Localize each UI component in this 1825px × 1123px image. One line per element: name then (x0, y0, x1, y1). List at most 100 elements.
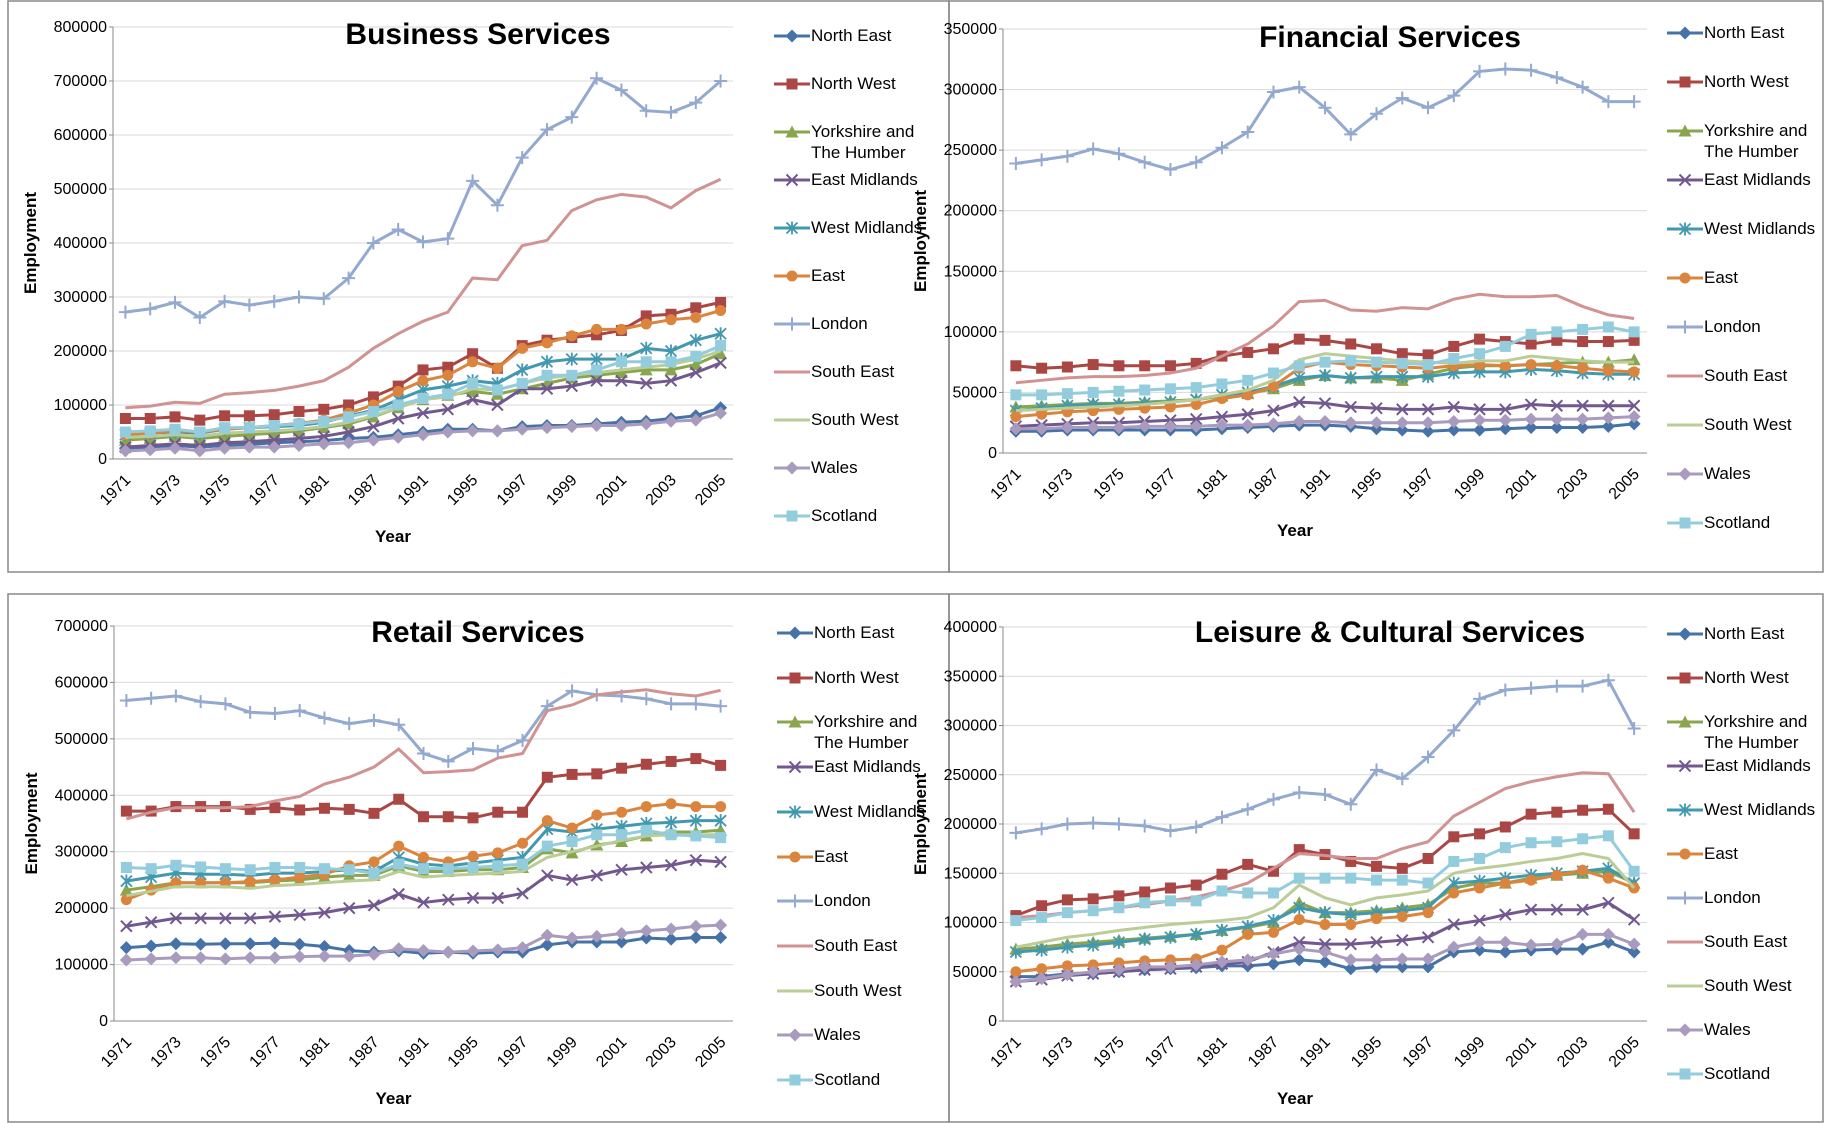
legend-marker (785, 317, 799, 331)
data-point (1112, 817, 1126, 831)
data-point (1474, 852, 1486, 864)
data-point (1499, 842, 1511, 854)
data-point (1525, 874, 1537, 886)
legend-label: East (814, 846, 849, 866)
data-point (1601, 673, 1615, 687)
data-point (391, 412, 405, 425)
data-point (1164, 401, 1176, 413)
data-point (1139, 360, 1151, 372)
x-tick-label: 1981 (1194, 1034, 1231, 1071)
data-point (168, 441, 182, 455)
legend-label: London (1704, 317, 1761, 336)
legend-marker (1678, 1023, 1692, 1037)
data-point (119, 953, 133, 967)
legend-entry: West Midlands (776, 801, 932, 823)
legend-marker (1679, 848, 1691, 860)
legend-entry: East (773, 265, 929, 287)
data-point (1138, 419, 1152, 433)
data-point (194, 937, 208, 951)
legend-label: East (1704, 268, 1739, 287)
x-tick-label: 1997 (1400, 466, 1437, 503)
data-point (1370, 763, 1384, 777)
data-point (1499, 877, 1511, 889)
y-tick-label: 50000 (953, 964, 998, 981)
legend-entry: East Midlands (776, 756, 932, 778)
data-point (591, 768, 603, 780)
data-point (120, 894, 132, 906)
x-tick-label: 1999 (544, 1034, 581, 1071)
data-point (1344, 416, 1358, 430)
data-point (1215, 955, 1229, 969)
legend-label: Scotland (814, 1070, 881, 1089)
data-point (1189, 419, 1203, 433)
x-axis-label: Year (1277, 1089, 1313, 1108)
data-point (1164, 360, 1176, 372)
data-point (367, 420, 380, 433)
data-point (1241, 408, 1254, 421)
legend-entry: North East (1666, 22, 1822, 44)
data-point (294, 804, 306, 816)
data-point (1576, 412, 1590, 426)
data-point (1422, 852, 1434, 864)
data-point (1164, 882, 1176, 894)
data-point (391, 430, 405, 444)
data-point (1577, 362, 1589, 374)
data-point (1061, 361, 1073, 373)
data-point (689, 333, 702, 347)
data-point (169, 912, 183, 925)
data-point (169, 937, 183, 951)
y-tick-label: 0 (98, 451, 107, 468)
data-point (1163, 419, 1177, 433)
data-point (665, 798, 677, 810)
data-point (516, 363, 529, 377)
legend-marker (785, 29, 799, 43)
legend-entry: Yorkshire and The Humber (776, 711, 932, 753)
x-tick-label: 1999 (1451, 1034, 1488, 1071)
data-point (1241, 953, 1255, 967)
data-point (1396, 934, 1409, 947)
legend-swatch (774, 418, 810, 422)
data-point (1498, 945, 1512, 959)
data-point (118, 305, 132, 319)
data-point (1061, 940, 1074, 954)
data-point (665, 356, 677, 368)
y-tick-label: 500000 (54, 181, 107, 198)
data-point (393, 858, 405, 870)
data-point (1036, 362, 1048, 374)
y-tick-label: 400000 (944, 619, 997, 636)
data-point (193, 311, 207, 325)
data-point (540, 355, 554, 369)
legend-label: East (1704, 844, 1739, 863)
data-point (1190, 399, 1202, 411)
data-point (1551, 869, 1563, 881)
data-point (293, 704, 307, 718)
data-point (441, 232, 455, 246)
data-point (1139, 384, 1151, 396)
data-point (1525, 338, 1537, 350)
x-tick-label: 1973 (1039, 466, 1076, 503)
legend-marker (788, 1028, 802, 1042)
data-point (143, 302, 157, 316)
data-point (1086, 421, 1100, 435)
data-point (616, 806, 628, 818)
x-tick-label: 2005 (1606, 466, 1643, 503)
x-tick-label: 1971 (97, 472, 134, 509)
data-point (1474, 333, 1486, 345)
data-point (243, 410, 255, 422)
legend-swatch (1667, 517, 1703, 529)
legend-swatch (1667, 124, 1703, 137)
x-tick-label: 1987 (345, 472, 382, 509)
data-point (1035, 422, 1049, 436)
data-point (1577, 336, 1589, 348)
data-point (466, 424, 480, 438)
data-point (1602, 830, 1614, 842)
data-point (417, 364, 429, 376)
data-point (218, 937, 232, 951)
data-point (1395, 423, 1409, 437)
data-point (1576, 421, 1590, 435)
data-point (1087, 386, 1099, 398)
data-point (640, 861, 653, 874)
data-point (1267, 380, 1279, 392)
data-point (1421, 403, 1435, 416)
data-point (516, 734, 530, 748)
